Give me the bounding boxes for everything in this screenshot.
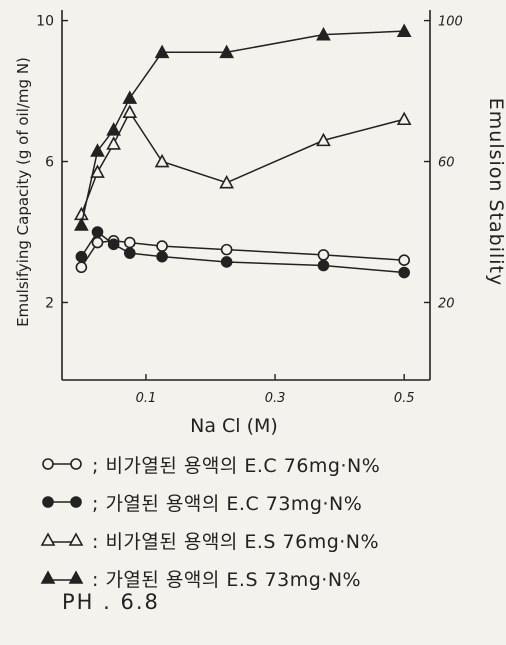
chart: 0.1 0.3 0.5 2 6 10 20 60 100 Emulsifying Capacit…: [14, 10, 506, 437]
legend-item: : 비가열된 용액의 E.S 76mg·N%: [40, 521, 500, 559]
data-point: [154, 153, 170, 168]
data-point: [154, 44, 170, 59]
series-line: [80, 30, 405, 226]
data-point: [122, 104, 138, 118]
data-point: [106, 136, 121, 150]
data-point: [220, 256, 233, 268]
legend-item: ; 비가열된 용액의 E.C 76mg·N%: [40, 445, 500, 483]
data-point: [91, 236, 104, 249]
legend-item: ; 가열된 용액의 E.C 73mg·N%: [40, 483, 500, 521]
series-group: [75, 226, 410, 279]
y-left-tick-label: 10: [36, 14, 54, 30]
data-point: [156, 250, 168, 263]
legend-label: ; 가열된 용액의 E.C 73mg·N%: [92, 492, 363, 515]
y-right-tick-label: 20: [438, 296, 455, 311]
data-point: [90, 143, 105, 157]
y-right-tick-label: 60: [438, 156, 455, 171]
data-point: [220, 243, 233, 256]
data-point: [398, 266, 410, 279]
series-group: [75, 235, 410, 274]
x-tick-label: 0.3: [265, 391, 286, 406]
legend-item: : 가열된 용액의 E.S 73mg·N%: [40, 559, 500, 597]
series-layer: [74, 23, 412, 279]
data-point: [75, 250, 88, 263]
data-point: [316, 26, 331, 41]
axes: [61, 10, 431, 381]
triangle-open-marker-icon: [40, 532, 84, 546]
legend: ; 비가열된 용액의 E.C 76mg·N% ; 가열된 용액의 E.C 73m…: [40, 445, 500, 597]
legend-label: : 가열된 용액의 E.S 73mg·N%: [92, 568, 362, 591]
data-point: [398, 254, 410, 266]
legend-label: ; 비가열된 용액의 E.C 76mg·N%: [92, 454, 381, 477]
triangle-filled-marker-icon: [40, 570, 84, 584]
data-point: [91, 226, 104, 238]
data-point: [74, 217, 89, 231]
data-point: [396, 111, 412, 126]
data-point: [317, 249, 330, 261]
data-point: [122, 90, 138, 104]
ticks: 0.1 0.3 0.5 2 6 10 20 60 100: [36, 14, 463, 406]
circle-open-marker-icon: [42, 458, 82, 470]
y-right-axis-label: Emulsion Stability: [485, 98, 506, 286]
x-axis-label: Na Cl (M): [190, 415, 278, 437]
series-line: [80, 110, 405, 215]
y-left-tick-label: 6: [45, 155, 54, 171]
data-point: [123, 236, 136, 249]
circle-filled-marker-icon: [42, 496, 82, 508]
data-point: [156, 240, 168, 252]
y-left-axis-label: Emulsifying Capacity (g of oil/mg N): [14, 57, 32, 327]
y-right-tick-label: 100: [438, 15, 463, 30]
data-point: [123, 247, 136, 259]
data-point: [219, 44, 234, 59]
data-point: [317, 259, 330, 272]
data-point: [90, 164, 105, 178]
data-point: [316, 132, 331, 147]
y-left-tick-label: 2: [45, 295, 54, 311]
data-point: [75, 261, 88, 274]
x-tick-label: 0.1: [136, 391, 157, 406]
data-point: [396, 23, 412, 37]
data-point: [219, 174, 234, 189]
series-group: [74, 104, 412, 221]
data-point: [106, 122, 121, 136]
x-tick-label: 0.5: [394, 391, 415, 406]
ph-note: PH . 6.8: [62, 590, 160, 614]
data-point: [107, 238, 120, 251]
series-group: [74, 23, 412, 231]
legend-label: : 비가열된 용액의 E.S 76mg·N%: [92, 530, 380, 553]
